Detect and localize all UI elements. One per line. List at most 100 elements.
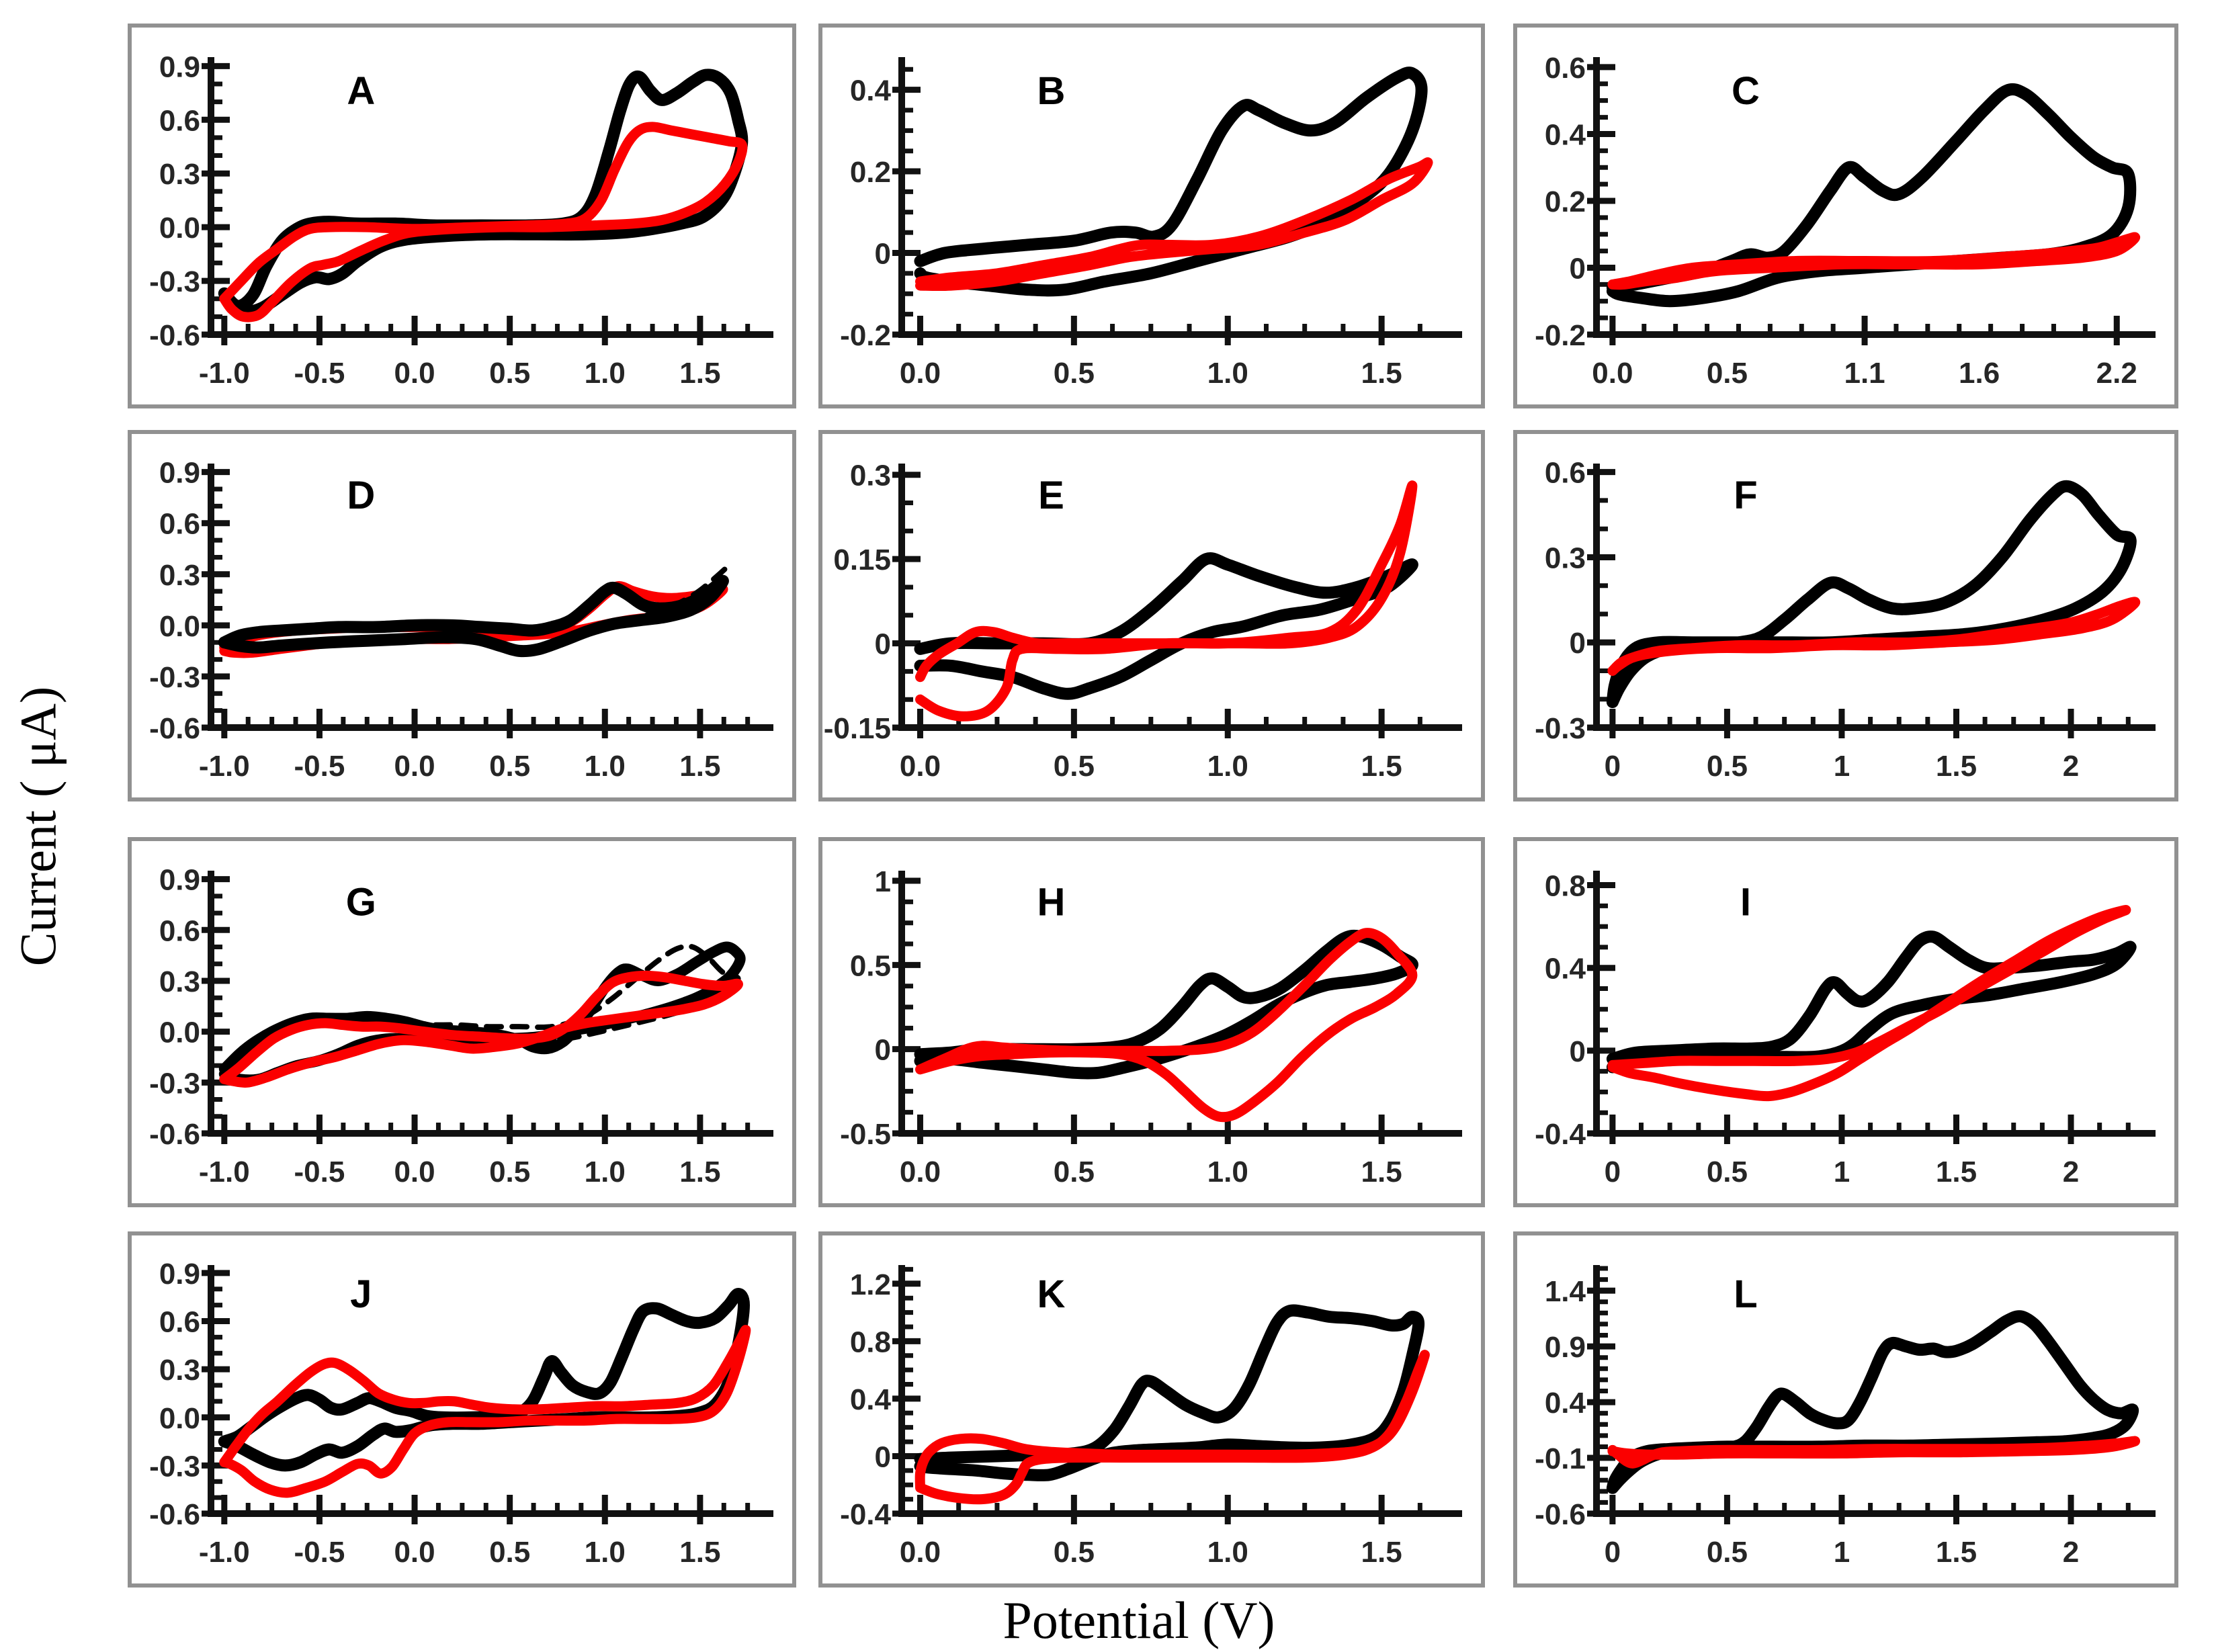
x-tick-label: 1.0 (1207, 750, 1248, 783)
y-tick-label: 1.2 (850, 1268, 891, 1301)
x-tick-label: 0 (1605, 750, 1621, 783)
cv-plot-D: -1.0 -0.5 0.0 0.5 1.0 1.5 0.9 0.6 0.3 0.0 -0.3 -0.6… (149, 457, 773, 783)
panel-letter: J (350, 1272, 372, 1316)
red-curve (915, 480, 1418, 722)
panel-H: 0.0 0.5 1.0 1.5 1 0.5 0 -0.5 H (818, 837, 1485, 1207)
y-tick-label: -0.6 (1535, 1498, 1586, 1531)
red-curve (219, 1325, 751, 1498)
y-tick-label: -0.3 (149, 661, 200, 694)
y-tick-label: 0 (1570, 1035, 1586, 1068)
y-tick-label: -0.4 (1535, 1118, 1586, 1151)
y-tick-label: 0.9 (159, 457, 200, 490)
y-tick-label: 0.8 (850, 1325, 891, 1358)
x-tick-label: -1.0 (199, 750, 250, 783)
y-tick-label: -0.5 (840, 1118, 891, 1151)
x-tick-label: 1.6 (1959, 357, 2000, 390)
x-tick-label: 0 (1605, 1156, 1621, 1188)
x-tick-label: 0.5 (1054, 750, 1095, 783)
x-tick-label: 0.0 (900, 1156, 941, 1188)
y-tick-label: 0.3 (159, 965, 200, 998)
x-tick-label: 2 (2063, 1536, 2079, 1569)
x-tick-label: 0.5 (1054, 1156, 1095, 1188)
panel-letter: K (1037, 1272, 1066, 1316)
y-tick-label: -0.1 (1535, 1442, 1586, 1475)
panel-letter: E (1038, 474, 1064, 517)
y-tick-label: 0.2 (1545, 185, 1586, 218)
x-tick-label: 1.0 (585, 750, 626, 783)
y-tick-label: -0.6 (149, 319, 200, 352)
x-tick-label: 1.5 (679, 1156, 720, 1188)
y-tick-label: 0.3 (850, 460, 891, 492)
y-tick-label: 0 (875, 1034, 891, 1067)
x-tick-label: 2 (2063, 750, 2079, 783)
panel-K: 0.0 0.5 1.0 1.5 1.2 0.8 0.4 0 -0.4 K (818, 1231, 1485, 1588)
x-tick-label: 0.5 (1707, 1156, 1748, 1188)
panel-B: 0.0 0.5 1.0 1.5 0.4 0.2 0 -0.2 B (818, 24, 1485, 408)
y-tick-label: 0.4 (850, 1383, 892, 1416)
x-tick-label: 0.5 (489, 1536, 530, 1569)
y-tick-label: 0.4 (850, 75, 892, 107)
x-tick-label: 0.5 (489, 750, 530, 783)
red-curve (1607, 1436, 2141, 1469)
panel-letter: D (347, 474, 375, 517)
panel-G: -1.0 -0.5 0.0 0.5 1.0 1.5 0.9 0.6 0.3 0.0 -0.3 -0.6… (128, 837, 796, 1207)
x-tick-label: 1.0 (1207, 1536, 1248, 1569)
y-tick-label: -0.4 (840, 1498, 891, 1531)
red-curve (219, 122, 748, 322)
y-axis-label: Current ( μA) (10, 686, 67, 967)
cv-plot-L: 0 0.5 1 1.5 2 1.4 0.9 0.4 -0.1 -0.6 L (1535, 1265, 2156, 1569)
x-tick-label: 0.5 (1707, 750, 1748, 783)
y-tick-label: 0.2 (850, 156, 891, 189)
y-tick-label: 0.4 (1545, 118, 1586, 151)
cv-plot-E: 0.0 0.5 1.0 1.5 0.3 0.15 0 -0.15 E (824, 460, 1462, 783)
panel-L: 0 0.5 1 1.5 2 1.4 0.9 0.4 -0.1 -0.6 L (1513, 1231, 2178, 1588)
red-curve (914, 1350, 1430, 1505)
x-tick-label: 2 (2063, 1156, 2079, 1188)
panel-D: -1.0 -0.5 0.0 0.5 1.0 1.5 0.9 0.6 0.3 0.0 -0.3 -0.6… (128, 430, 796, 801)
cv-plot-F: 0 0.5 1 1.5 2 0.6 0.3 0 -0.3 F (1535, 457, 2156, 783)
x-tick-label: -0.5 (294, 1536, 345, 1569)
x-tick-label: 0.0 (394, 357, 435, 390)
y-tick-label: 0.3 (159, 559, 200, 592)
panel-E: 0.0 0.5 1.0 1.5 0.3 0.15 0 -0.15 E (818, 430, 1485, 801)
y-tick-label: 0.15 (833, 544, 891, 576)
red-curve (915, 157, 1433, 292)
x-tick-label: 0.0 (394, 1156, 435, 1188)
black-curve (218, 574, 729, 658)
x-tick-label: 1.5 (1361, 1536, 1402, 1569)
y-tick-label: 0.3 (1545, 541, 1586, 574)
x-tick-label: 0.0 (1592, 357, 1633, 390)
x-tick-label: 0.0 (900, 750, 941, 783)
x-tick-label: 1.5 (679, 750, 720, 783)
x-tick-label: 1.5 (1361, 750, 1402, 783)
x-tick-label: 0.0 (900, 1536, 941, 1569)
x-tick-label: 1 (1834, 1536, 1850, 1569)
black-curve (914, 552, 1418, 700)
x-tick-label: 0.0 (394, 750, 435, 783)
y-tick-label: -0.3 (149, 1067, 200, 1100)
red-curve (1607, 232, 2141, 290)
cv-plot-C: 0.0 0.5 1.1 1.6 2.2 0.6 0.4 0.2 0 -0.2 C (1535, 52, 2156, 390)
panel-I: 0 0.5 1 1.5 2 0.8 0.4 0 -0.4 I (1513, 837, 2178, 1207)
black-curve (1606, 1310, 2139, 1494)
y-tick-label: -0.6 (149, 1118, 200, 1151)
cv-plot-G: -1.0 -0.5 0.0 0.5 1.0 1.5 0.9 0.6 0.3 0.0 -0.3 -0.6… (149, 864, 773, 1188)
y-tick-label: 0.6 (159, 914, 200, 947)
y-tick-label: 0.3 (159, 1354, 200, 1387)
x-tick-label: 1.5 (1936, 750, 1977, 783)
red-curve (1607, 597, 2141, 676)
y-tick-label: -0.6 (149, 712, 200, 745)
red-curve (915, 928, 1418, 1123)
x-tick-label: 1.1 (1844, 357, 1885, 390)
panel-letter: F (1734, 474, 1757, 517)
cv-plot-I: 0 0.5 1 1.5 2 0.8 0.4 0 -0.4 I (1535, 870, 2156, 1188)
black-curve (914, 67, 1428, 297)
x-tick-label: 1.5 (1936, 1156, 1977, 1188)
y-tick-label: 0.6 (159, 1306, 200, 1339)
x-tick-label: 1.5 (1361, 1156, 1402, 1188)
panel-letter: L (1734, 1272, 1757, 1316)
y-tick-label: 0.9 (1545, 1331, 1586, 1364)
x-tick-label: 0 (1605, 1536, 1621, 1569)
panel-letter: H (1037, 880, 1066, 924)
panel-J: -1.0 -0.5 0.0 0.5 1.0 1.5 0.9 0.6 0.3 0.0 -0.3 -0.6… (128, 1231, 796, 1588)
